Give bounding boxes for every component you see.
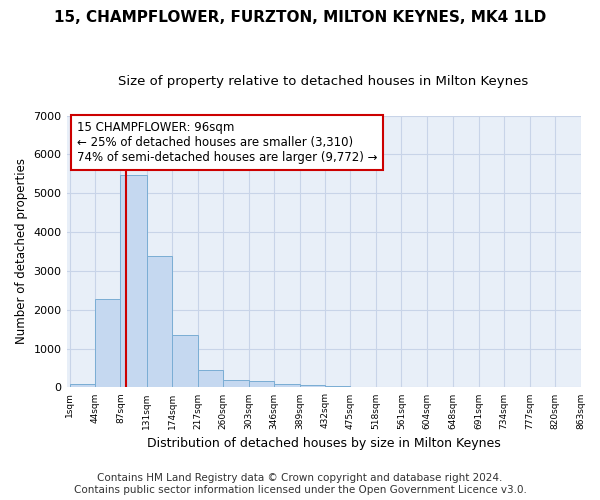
Bar: [223, 380, 248, 388]
Bar: [172, 335, 197, 388]
Text: Contains HM Land Registry data © Crown copyright and database right 2024.
Contai: Contains HM Land Registry data © Crown c…: [74, 474, 526, 495]
Y-axis label: Number of detached properties: Number of detached properties: [15, 158, 28, 344]
Bar: [274, 384, 299, 388]
Bar: [70, 384, 95, 388]
Bar: [325, 386, 350, 388]
Text: 15 CHAMPFLOWER: 96sqm
← 25% of detached houses are smaller (3,310)
74% of semi-d: 15 CHAMPFLOWER: 96sqm ← 25% of detached …: [77, 121, 377, 164]
Bar: [95, 299, 121, 388]
Text: 15, CHAMPFLOWER, FURZTON, MILTON KEYNES, MK4 1LD: 15, CHAMPFLOWER, FURZTON, MILTON KEYNES,…: [54, 10, 546, 25]
Bar: [197, 370, 223, 388]
Bar: [146, 256, 172, 388]
X-axis label: Distribution of detached houses by size in Milton Keynes: Distribution of detached houses by size …: [146, 437, 500, 450]
Bar: [299, 385, 325, 388]
Bar: [248, 381, 274, 388]
Title: Size of property relative to detached houses in Milton Keynes: Size of property relative to detached ho…: [118, 75, 529, 88]
Bar: [121, 174, 146, 388]
